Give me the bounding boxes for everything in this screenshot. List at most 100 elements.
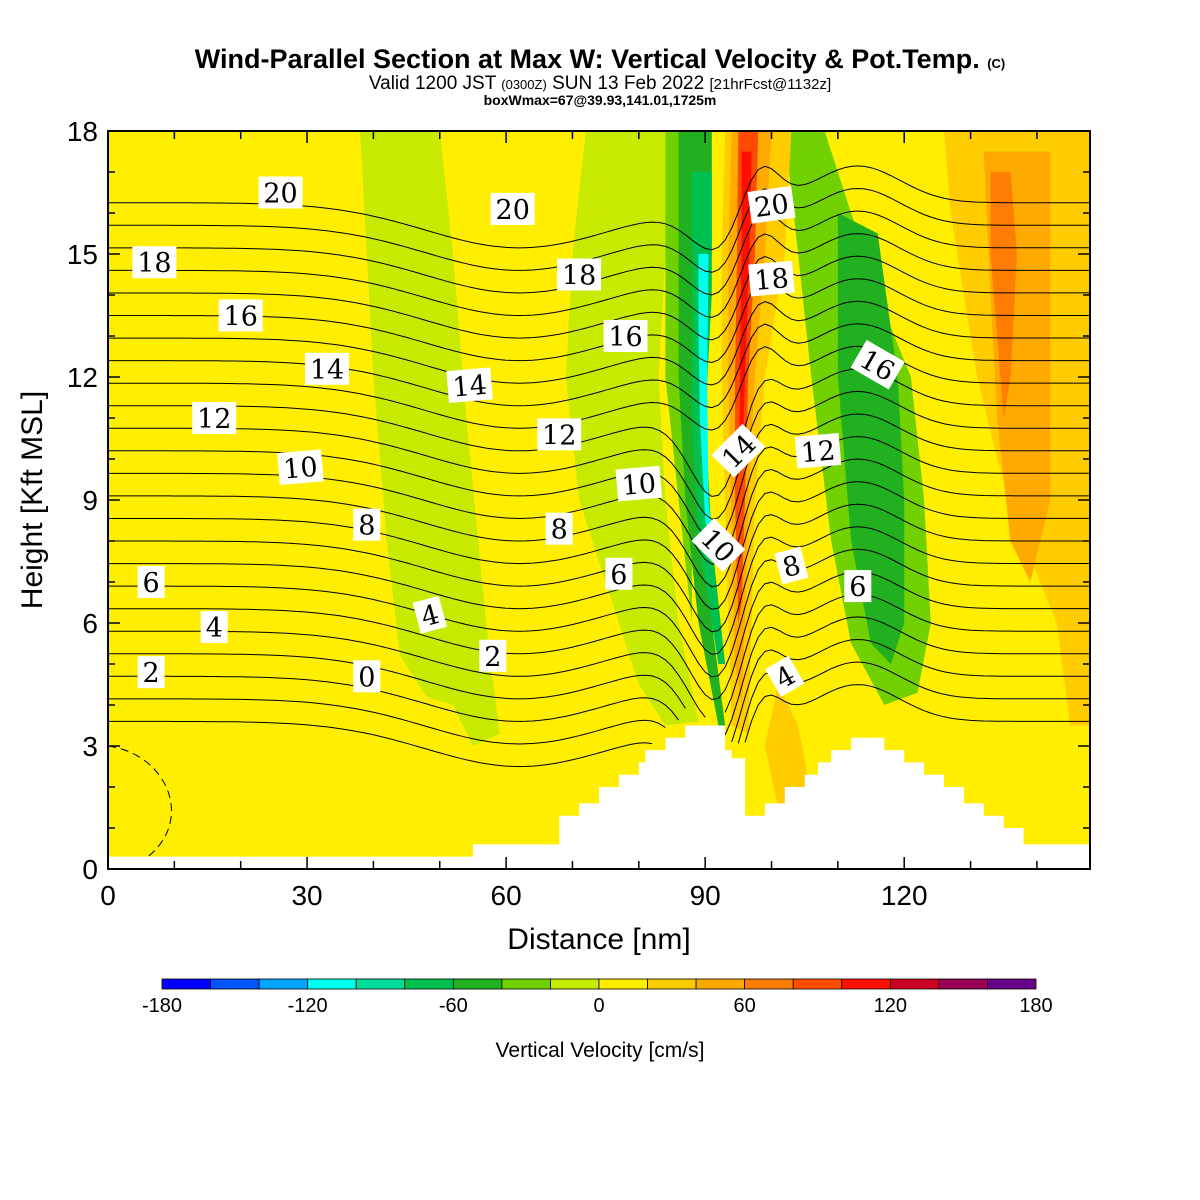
- subtitle-valid: Valid 1200 JST: [368, 73, 496, 94]
- colorbar-swatch: [210, 978, 260, 990]
- velocity-fill-layer: [108, 131, 1090, 857]
- isentrope-line: [108, 278, 1090, 364]
- colorbar-swatch: [550, 978, 600, 990]
- contour-label-5: 18: [748, 260, 795, 297]
- isentrope-line: [108, 548, 1090, 678]
- x-tick-label: 0: [100, 880, 116, 911]
- contour-label-text: 8: [551, 515, 568, 546]
- contour-label-29: 0: [353, 660, 381, 693]
- contour-label-box: [748, 260, 795, 297]
- contour-label-27: 2: [137, 656, 165, 689]
- colorbar-swatch: [647, 978, 697, 990]
- chart-subtitle: Valid 1200 JST (0300Z) SUN 13 Feb 2022 […: [0, 73, 1200, 95]
- contour-label-text: 16: [608, 322, 642, 353]
- y-tick-label: 9: [82, 485, 98, 516]
- contour-label-text: 20: [496, 195, 530, 226]
- colorbar-tick-label: 60: [734, 995, 756, 1017]
- contour-label-box: [603, 320, 648, 352]
- contour-label-15: 10: [277, 449, 324, 486]
- contour-label-box: [200, 611, 228, 644]
- contour-label-2: 20: [747, 185, 796, 224]
- contour-label-box: [794, 432, 842, 469]
- contour-label-text: 18: [137, 248, 171, 279]
- velocity-region-12: [735, 131, 759, 623]
- isentrope-line: [108, 368, 1090, 498]
- colorbar-swatch: [501, 978, 551, 990]
- contour-label-text: 6: [610, 560, 627, 591]
- contour-label-1: 20: [490, 192, 535, 226]
- isentrope-line: [108, 300, 1090, 386]
- isentrope-line: [108, 345, 1090, 431]
- contour-label-box: [691, 518, 746, 572]
- contour-label-18: 8: [353, 508, 381, 542]
- contour-label-box: [353, 660, 381, 693]
- contour-label-text: 6: [849, 572, 866, 603]
- colorbar-swatch: [792, 978, 843, 990]
- isentrope-line: [108, 435, 1090, 565]
- contour-label-25: 4: [412, 595, 447, 634]
- colorbar-swatch: [307, 978, 357, 990]
- contour-label-text: 18: [562, 261, 596, 292]
- colorbar-tick-label: -60: [439, 995, 468, 1017]
- contour-label-16: 10: [615, 465, 663, 502]
- y-tick-label: 18: [67, 116, 98, 147]
- colorbar: -180 -120 -60 0 60 120 180: [142, 978, 1053, 1017]
- contour-label-13: 12: [537, 418, 582, 451]
- contour-label-4: 18: [557, 258, 602, 292]
- contour-label-23: 6: [844, 570, 872, 603]
- chart-title-text: Wind-Parallel Section at Max W: Vertical…: [194, 44, 980, 74]
- isentrope-line: [108, 255, 1090, 341]
- contour-label-box: [132, 246, 177, 279]
- contour-label-12: 12: [192, 402, 237, 435]
- colorbar-swatch: [161, 978, 211, 990]
- colorbar-swatch: [938, 978, 988, 990]
- isentrope-line: [108, 413, 1090, 543]
- colorbar-swatch: [452, 978, 503, 990]
- colorbar-swatch: [987, 978, 1037, 990]
- contour-label-text: 12: [800, 435, 837, 469]
- x-tick-label: 90: [690, 880, 721, 911]
- contour-label-text: 4: [206, 613, 223, 644]
- isentrope-line: [108, 481, 1090, 610]
- contour-label-21: 6: [137, 566, 165, 599]
- colorbar-swatch: [889, 978, 940, 990]
- contour-label-box: [490, 192, 535, 225]
- isentrope-line: [108, 390, 1090, 520]
- x-axis-label: Distance [nm]: [507, 923, 690, 956]
- contour-label-box: [277, 449, 324, 486]
- y-tick-label: 12: [67, 362, 98, 393]
- contour-label-24: 4: [200, 611, 228, 644]
- colorbar-swatch: [598, 978, 648, 990]
- contour-label-text: 18: [753, 263, 790, 297]
- contour-label-text: 2: [484, 642, 501, 673]
- y-axis-label: Height [Kft MSL]: [16, 391, 49, 609]
- terrain-silhouette: [108, 725, 1090, 869]
- contour-label-text: 12: [542, 420, 576, 451]
- isentrope-line: [108, 638, 1090, 743]
- colorbar-tick-label: -120: [288, 995, 328, 1017]
- isentrope-line: [108, 526, 1090, 655]
- contour-label-28: 2: [479, 639, 507, 673]
- contour-label-box: [218, 299, 263, 332]
- contour-label-text: 14: [451, 370, 488, 404]
- isentrope-line: [108, 233, 1090, 318]
- isentrope-layer: [108, 165, 1090, 858]
- y-tick-label: 15: [67, 239, 98, 270]
- contour-label-box: [305, 352, 349, 385]
- contour-label-box: [192, 402, 237, 434]
- colorbar-swatch: [404, 978, 454, 990]
- contour-label-text: 2: [143, 658, 160, 689]
- contour-label-10: 14: [446, 367, 493, 404]
- contour-label-20: 8: [774, 546, 809, 585]
- contour-label-text: 8: [358, 511, 375, 542]
- velocity-region-10: [764, 684, 812, 808]
- velocity-region-16: [990, 172, 1017, 418]
- colorbar-swatch: [695, 978, 746, 990]
- contour-label-box: [850, 339, 905, 390]
- chart-title: Wind-Parallel Section at Max W: Vertical…: [0, 44, 1200, 75]
- colorbar-tick-label: 180: [1019, 995, 1052, 1017]
- contour-label-box: [479, 639, 507, 672]
- velocity-region-8: [698, 254, 716, 562]
- contour-label-text: 12: [197, 404, 231, 435]
